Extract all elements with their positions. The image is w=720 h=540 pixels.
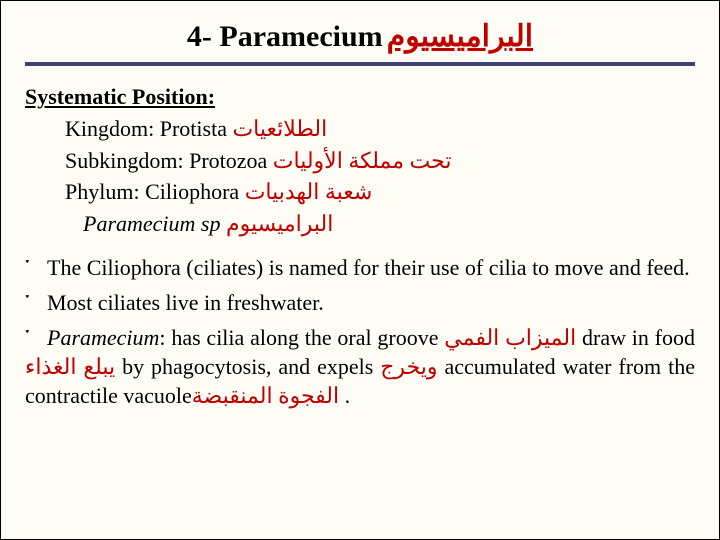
bullet-seg: : has cilia along the oral groove [159, 325, 444, 350]
taxonomy-phylum: Phylum: Ciliophora شعبة الهدبيات [65, 177, 695, 207]
taxonomy-block: Kingdom: Protista الطلائعيات Subkingdom:… [65, 114, 695, 239]
bullet-ar: يبلع الغذاء [25, 354, 115, 379]
bullet-seg: . [339, 383, 350, 408]
bullet-text: Most ciliates live in freshwater. [47, 290, 324, 315]
taxonomy-species-name: Paramecium sp [83, 211, 226, 236]
bullet-ar: الميزاب الفمي [444, 325, 576, 350]
bullet-seg: by phagocytosis, and expels [115, 354, 380, 379]
bullet-icon: ་ [25, 323, 47, 352]
taxonomy-label: Kingdom: [65, 116, 160, 141]
title-ar: البراميسيوم [387, 20, 533, 53]
list-item: ་Most ciliates live in freshwater. [25, 288, 695, 317]
systematic-position-heading: Systematic Position: [25, 84, 695, 110]
taxonomy-value: Protozoa [189, 148, 273, 173]
taxonomy-ar: تحت مملكة الأوليات [273, 148, 452, 173]
slide-title: 4- Paramecium البراميسيوم [25, 19, 695, 66]
taxonomy-species-ar: البراميسيوم [226, 211, 333, 236]
bullet-list: ་The Ciliophora (ciliates) is named for … [25, 253, 695, 410]
taxonomy-value: Protista [160, 116, 233, 141]
taxonomy-ar: شعبة الهدبيات [245, 179, 373, 204]
taxonomy-value: Ciliophora [145, 179, 239, 204]
slide: 4- Paramecium البراميسيوم Systematic Pos… [0, 0, 720, 540]
taxonomy-species: Paramecium sp البراميسيوم [83, 209, 695, 239]
bullet-ar: الفجوة المنقبضة [192, 383, 339, 408]
bullet-text: The Ciliophora (ciliates) is named for t… [47, 255, 690, 280]
bullet-icon: ་ [25, 288, 47, 317]
taxonomy-ar: الطلائعيات [232, 116, 327, 141]
taxonomy-subkingdom: Subkingdom: Protozoa تحت مملكة الأوليات [65, 146, 695, 176]
bullet-icon: ་ [25, 253, 47, 282]
list-item: ་Paramecium: has cilia along the oral gr… [25, 323, 695, 410]
taxonomy-label: Phylum: [65, 179, 145, 204]
list-item: ་The Ciliophora (ciliates) is named for … [25, 253, 695, 282]
bullet-seg: draw in food [576, 325, 695, 350]
bullet-italic-lead: Paramecium [47, 325, 159, 350]
title-en: 4- Paramecium [187, 20, 383, 53]
bullet-ar: ويخرج [380, 354, 437, 379]
taxonomy-label: Subkingdom: [65, 148, 189, 173]
taxonomy-kingdom: Kingdom: Protista الطلائعيات [65, 114, 695, 144]
bullet-text: Paramecium: has cilia along the oral gro… [25, 325, 695, 408]
